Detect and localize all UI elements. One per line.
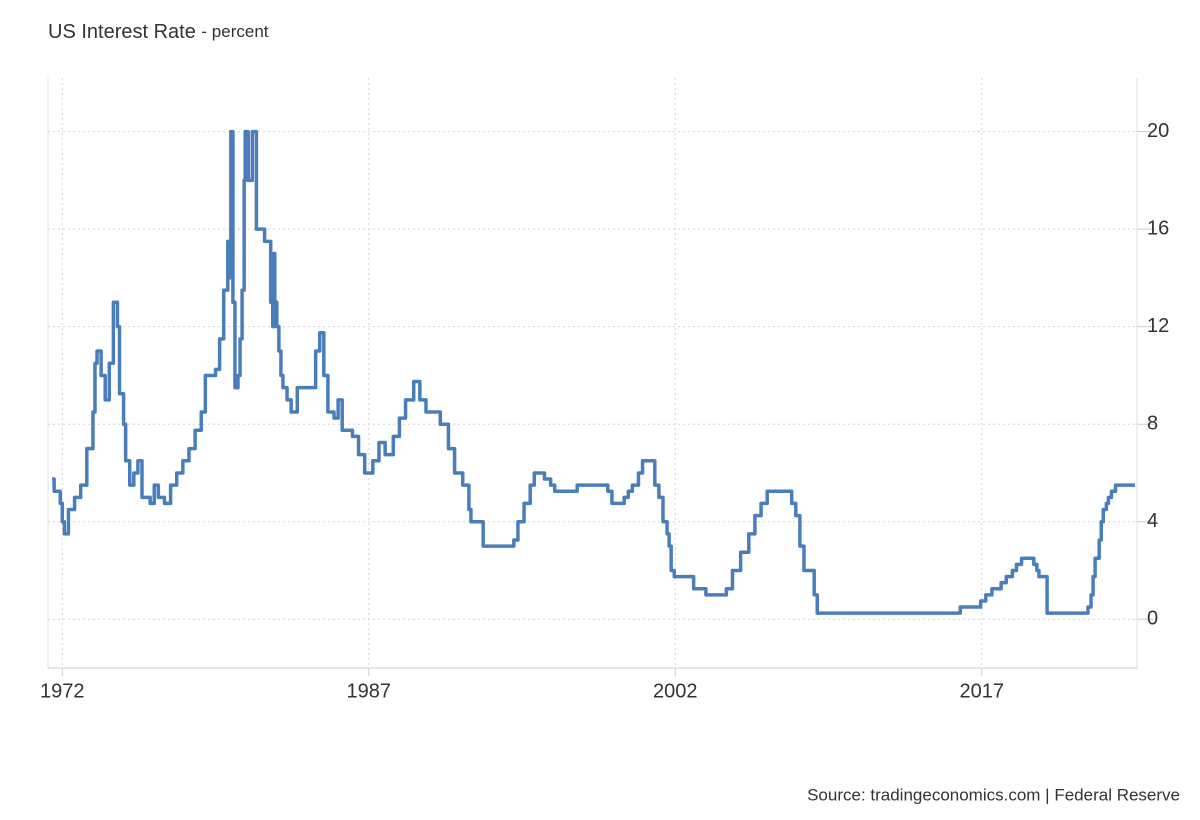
y-tick-label: 20 [1147, 120, 1169, 142]
series-line [52, 129, 1135, 615]
y-tick-label: 4 [1147, 510, 1158, 532]
title: US Interest Rate [48, 21, 196, 43]
x-tick-label: 2017 [959, 680, 1004, 702]
chart-title: US Interest Rate - percent [48, 21, 269, 43]
y-tick-label: 12 [1147, 315, 1169, 337]
source: Source: tradingeconomics.com | Federal R… [807, 785, 1180, 804]
x-tick-label: 1972 [40, 680, 85, 702]
x-tick-label: 2002 [653, 680, 698, 702]
y-tick-label: 8 [1147, 412, 1158, 434]
x-tick-label: 1987 [347, 680, 392, 702]
y-tick-label: 0 [1147, 608, 1158, 630]
subtitle: - percent [201, 22, 268, 41]
y-tick-label: 16 [1147, 217, 1169, 239]
